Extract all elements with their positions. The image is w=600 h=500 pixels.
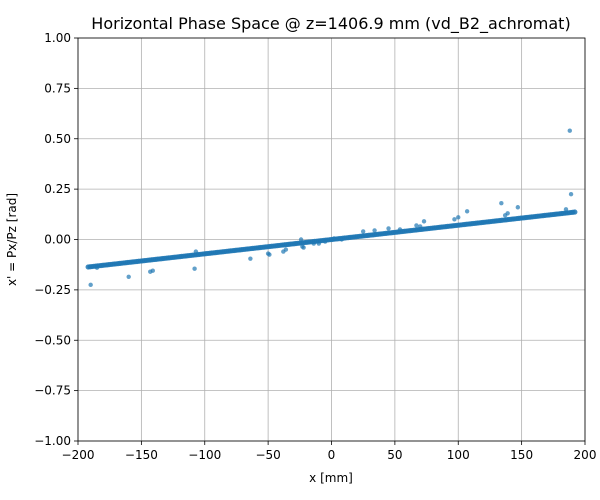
x-axis-label: x [mm] — [309, 471, 353, 485]
outlier-point — [322, 239, 328, 244]
x-tick-label: 0 — [328, 448, 336, 462]
y-tick-label: −0.50 — [34, 333, 71, 347]
x-tick-label: 200 — [574, 448, 597, 462]
outlier-point — [386, 226, 391, 231]
y-tick-label: 1.00 — [44, 31, 71, 45]
outlier-point — [452, 217, 457, 222]
x-tick-label: −150 — [125, 448, 158, 462]
outlier-point — [126, 274, 131, 279]
outlier-point — [456, 215, 461, 220]
band-point — [572, 209, 578, 215]
x-tick-label: 100 — [447, 448, 470, 462]
outlier-point — [563, 207, 569, 212]
outlier-point — [397, 227, 403, 232]
y-tick-label: −0.25 — [34, 283, 71, 297]
outlier-point — [283, 247, 289, 252]
y-tick-label: 0.00 — [44, 233, 71, 247]
outlier-point — [418, 224, 423, 229]
outlier-point — [372, 228, 377, 233]
outlier-point — [316, 241, 322, 246]
outlier-point — [301, 245, 306, 250]
outlier-point — [568, 191, 574, 197]
x-axis-ticks: −200 −150 −100 −50 0 50 100 150 200 — [62, 441, 597, 462]
outlier-point — [499, 201, 504, 206]
outlier-point — [267, 252, 272, 257]
y-axis-ticks: −1.00 −0.75 −0.50 −0.25 0.00 0.25 0.50 0.75 1.00 — [34, 31, 78, 448]
data-points — [85, 128, 578, 288]
x-tick-label: −50 — [255, 448, 280, 462]
x-tick-label: −200 — [62, 448, 95, 462]
outlier-point — [567, 128, 572, 133]
y-tick-label: 0.25 — [44, 182, 71, 196]
outlier-point — [515, 205, 521, 210]
x-tick-label: 150 — [510, 448, 533, 462]
x-tick-label: 50 — [387, 448, 402, 462]
outlier-point — [464, 209, 470, 214]
outlier-point — [421, 219, 427, 224]
y-tick-label: −0.75 — [34, 384, 71, 398]
y-tick-label: 0.50 — [44, 132, 71, 146]
outlier-point — [414, 223, 419, 228]
outlier-point — [360, 229, 366, 234]
outlier-point — [88, 282, 93, 288]
y-axis-label: x' = Px/Pz [rad] — [5, 193, 19, 286]
outlier-point — [311, 241, 316, 246]
outlier-point — [339, 237, 344, 242]
x-tick-label: −100 — [188, 448, 221, 462]
outlier-point — [150, 268, 155, 273]
y-tick-label: 0.75 — [44, 81, 71, 95]
outlier-point — [193, 249, 199, 254]
outlier-point — [331, 236, 337, 241]
outlier-point — [192, 266, 197, 271]
y-tick-label: −1.00 — [34, 434, 71, 448]
outlier-point — [298, 237, 304, 242]
outlier-point — [94, 265, 100, 270]
chart-title: Horizontal Phase Space @ z=1406.9 mm (vd… — [91, 14, 570, 34]
outlier-point — [248, 256, 253, 261]
outlier-point — [505, 211, 510, 216]
